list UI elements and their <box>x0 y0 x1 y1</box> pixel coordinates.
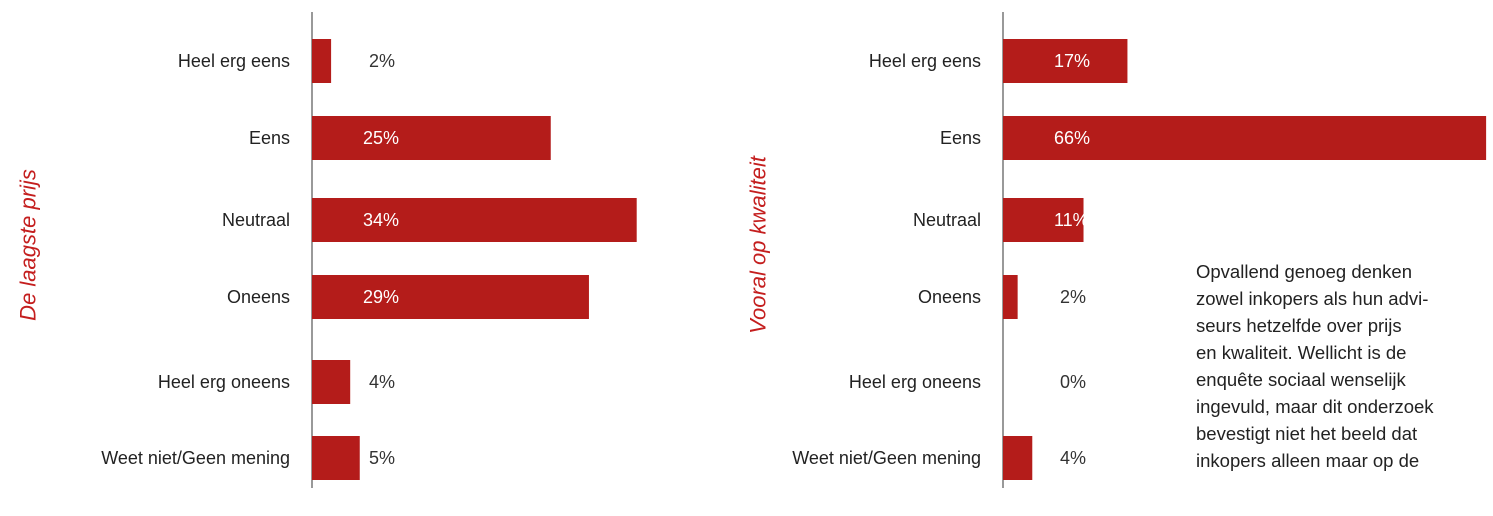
chart-1-title: Vooral op kwaliteit <box>746 155 771 334</box>
chart-1-value-label: 2% <box>1060 287 1086 307</box>
side-text-line: en kwaliteit. Wellicht is de <box>1196 342 1407 363</box>
chart-1-bar <box>1003 198 1084 242</box>
chart-0-bar <box>312 436 360 480</box>
chart-0-value-label: 2% <box>369 51 395 71</box>
chart-1-category-label: Weet niet/Geen mening <box>792 448 981 468</box>
chart-1-category-label: Neutraal <box>913 210 981 230</box>
chart-0-category-label: Weet niet/Geen mening <box>101 448 290 468</box>
side-text-line: bevestigt niet het beeld dat <box>1196 423 1418 444</box>
chart-1-bar <box>1003 436 1033 480</box>
chart-0-bar <box>312 116 551 160</box>
chart-0-value-label: 4% <box>369 372 395 392</box>
chart-1-value-label: 0% <box>1060 372 1086 392</box>
side-text-line: Opvallend genoeg denken <box>1196 261 1413 282</box>
chart-laagste-prijs: De laagste prijs Heel erg eens 2% Eens 25% Ne… <box>16 12 637 488</box>
chart-0-bar <box>312 39 332 83</box>
chart-0-value-label: 25% <box>363 128 399 148</box>
chart-1-value-label: 17% <box>1054 51 1090 71</box>
side-text-line: enquête sociaal wenselijk <box>1196 369 1406 390</box>
chart-0-value-label: 29% <box>363 287 399 307</box>
chart-1-bar <box>1003 39 1128 83</box>
chart-1-bar <box>1003 275 1018 319</box>
chart-1-category-label: Oneens <box>918 287 981 307</box>
side-text-line: zowel inkopers als hun advi- <box>1196 288 1429 309</box>
chart-0-category-label: Heel erg oneens <box>158 372 290 392</box>
chart-0-value-label: 34% <box>363 210 399 230</box>
chart-1-category-label: Eens <box>940 128 981 148</box>
chart-1-bar <box>1003 116 1487 160</box>
chart-1-value-label: 11% <box>1054 210 1089 230</box>
chart-1-value-label: 4% <box>1060 448 1086 468</box>
side-text-line: inkopers alleen maar op de <box>1196 450 1420 471</box>
chart-0-bar <box>312 275 589 319</box>
side-text-line: seurs hetzelfde over prijs <box>1196 315 1402 336</box>
chart-0-bar <box>312 198 637 242</box>
chart-1-value-label: 66% <box>1054 128 1090 148</box>
chart-0-category-label: Heel erg eens <box>178 51 290 71</box>
chart-1-category-label: Heel erg eens <box>869 51 981 71</box>
chart-0-title: De laagste prijs <box>16 169 41 321</box>
chart-0-value-label: 5% <box>369 448 395 468</box>
chart-0-bar <box>312 360 351 404</box>
side-text-line: ingevuld, maar dit onderzoek <box>1196 396 1434 417</box>
chart-0-category-label: Oneens <box>227 287 290 307</box>
chart-0-category-label: Eens <box>249 128 290 148</box>
chart-kwaliteit: Vooral op kwaliteit Heel erg eens 17% Eens 6… <box>746 12 1487 488</box>
chart-0-category-label: Neutraal <box>222 210 290 230</box>
side-paragraph: Opvallend genoeg denken zowel inkopers al… <box>1196 258 1486 474</box>
chart-1-category-label: Heel erg oneens <box>849 372 981 392</box>
